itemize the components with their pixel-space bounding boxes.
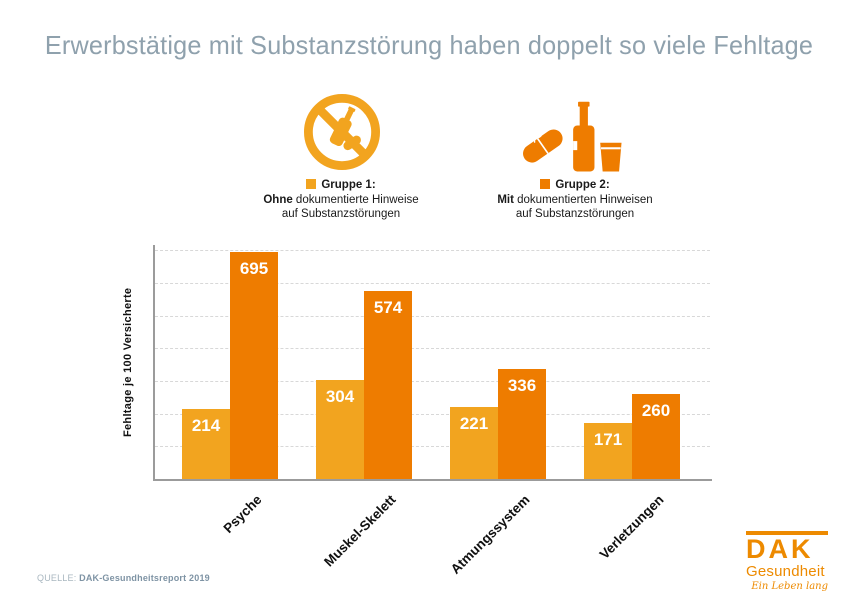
source-label: QUELLE: [37,573,77,583]
gridline-100 [155,446,710,447]
legend-group1: Gruppe 1: Ohne dokumentierte Hinweise au… [241,178,441,222]
bar-value-label: 304 [325,387,355,406]
category-label-muskel-skelett: Muskel-Skelett [321,492,399,570]
logo-wordmark: DAK [746,531,828,564]
legend-group1-swatch [306,179,317,189]
y-axis-label: Fehltage je 100 Versicherte [122,287,134,437]
bar-gruppe2-muskel-skelett: 574 [364,291,412,479]
page-title: Erwerbstätige mit Substanzstörung haben … [44,30,814,60]
bar-gruppe1-atmungssystem: 221 [450,407,498,479]
legend-group1-title: Gruppe 1: [241,178,441,193]
bar-gruppe2-verletzungen: 260 [632,394,680,479]
x-axis-line [153,479,712,481]
substances-icon [523,101,622,172]
bar-gruppe1-psyche: 214 [182,409,230,479]
category-label-verletzungen: Verletzungen [596,492,667,563]
bar-gruppe1-verletzungen: 171 [584,423,632,479]
bar-value-label: 221 [459,414,489,433]
legend-group1-line2: Ohne dokumentierte Hinweise [263,193,419,206]
cannabis-leaf-icon [527,129,542,143]
logo-tagline: Ein Leben lang [751,581,828,593]
bar-gruppe1-muskel-skelett: 304 [316,380,364,479]
dak-logo: DAK Gesundheit Ein Leben lang [746,531,828,592]
bar-value-label: 336 [507,376,537,395]
bar-value-label: 574 [373,298,403,317]
bar-value-label: 695 [239,259,269,278]
source-text: DAK-Gesundheitsreport 2019 [79,573,210,583]
bar-gruppe2-psyche: 695 [230,252,278,479]
gridline-400 [155,348,710,349]
bar-value-label: 214 [191,416,221,435]
gridline-600 [155,283,710,284]
category-label-psyche: Psyche [220,492,265,537]
logo-subtitle: Gesundheit [746,562,825,580]
gridline-300 [155,381,710,382]
legend-group2: Gruppe 2: Mit dokumentierten Hinweisen a… [470,178,680,222]
gridline-500 [155,316,710,317]
legend-group1-line3: auf Substanzstörungen [281,208,401,220]
source-note: QUELLE: DAK-Gesundheitsreport 2019 [37,573,210,583]
bar-value-label: 171 [593,430,623,449]
y-axis-line [153,245,155,481]
no-substances-icon [304,94,380,170]
gridline-700 [155,250,710,251]
bar-gruppe2-atmungssystem: 336 [498,369,546,479]
legend-group2-line2: Mit dokumentierten Hinweisen [497,193,653,206]
legend-group2-line3: auf Substanzstörungen [515,208,635,220]
bar-value-label: 260 [641,401,671,420]
gridline-200 [155,414,710,415]
category-label-atmungssystem: Atmungssystem [447,492,533,577]
legend-group2-title: Gruppe 2: [470,178,680,193]
legend-group2-swatch [540,179,551,189]
